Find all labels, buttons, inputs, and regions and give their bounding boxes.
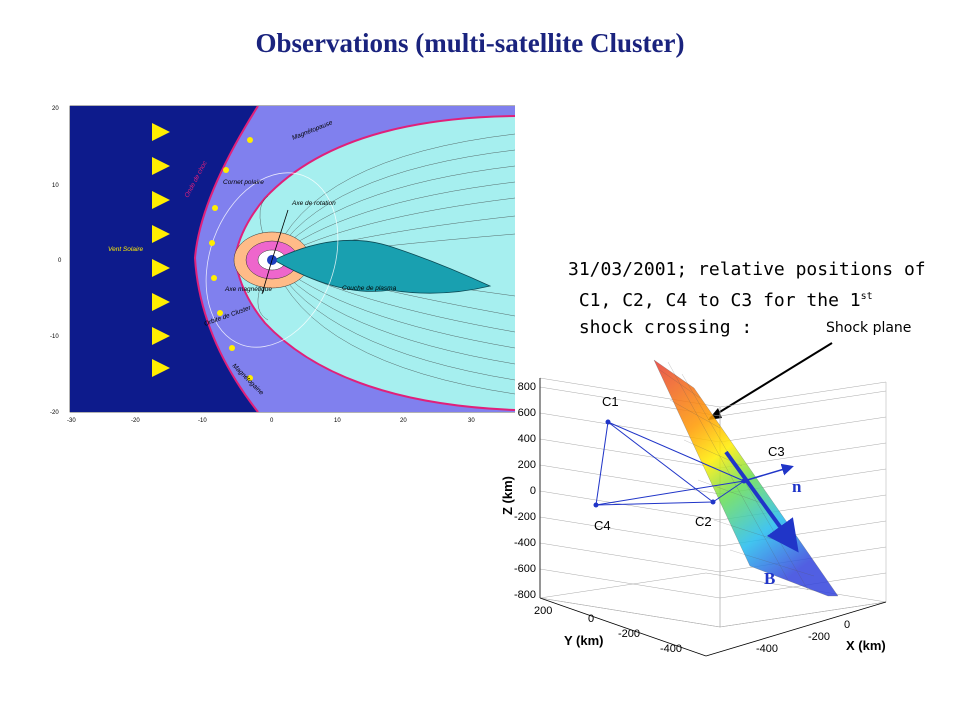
flow-arrow bbox=[229, 345, 235, 351]
x-tick: 20 bbox=[400, 418, 407, 424]
flow-arrow bbox=[212, 205, 218, 211]
label-vent-solaire: Vent Solaire bbox=[108, 246, 144, 253]
flow-arrow bbox=[247, 375, 253, 381]
z-tick: -800 bbox=[514, 589, 536, 601]
satellite-c4-marker bbox=[593, 502, 599, 508]
satellite-c2-marker bbox=[710, 499, 716, 505]
label-axe-magnetique: Axe magnétique bbox=[224, 286, 272, 293]
z-tick: 200 bbox=[518, 459, 536, 471]
y-tick: 0 bbox=[58, 258, 62, 264]
magnetic-field-vector-b bbox=[724, 450, 799, 553]
x-tick: 0 bbox=[270, 418, 274, 424]
x-tick: -20 bbox=[131, 418, 140, 424]
y-tick: 20 bbox=[52, 106, 59, 112]
satellite-c2-label: C2 bbox=[695, 514, 712, 529]
satellite-c1-label: C1 bbox=[602, 394, 619, 409]
y-tick: 200 bbox=[534, 605, 552, 617]
flow-arrow bbox=[247, 137, 253, 143]
satellite-positions-3d-plot: C1 C4 C2 C3 n B 800 600 400 200 0 -200 -… bbox=[500, 342, 887, 657]
magnetic-axis-line bbox=[261, 259, 273, 295]
x-tick: -200 bbox=[808, 631, 830, 643]
normal-vector-label: n bbox=[792, 477, 802, 496]
y-tick: -20 bbox=[50, 410, 59, 416]
x-tick: 10 bbox=[334, 418, 341, 424]
plasma-sheet-region bbox=[273, 239, 492, 294]
y-axis-label: Y (km) bbox=[564, 633, 604, 648]
label-cornet-polaire: Cornet polaire bbox=[223, 179, 264, 186]
flow-arrow bbox=[223, 167, 229, 173]
x-tick: -30 bbox=[67, 418, 76, 424]
magnetosphere-figure: Vent Solaire Onde de choc Cornet polaire… bbox=[50, 105, 515, 424]
y-tick: 10 bbox=[52, 183, 59, 189]
x-tick: -400 bbox=[756, 643, 778, 655]
z-tick: 800 bbox=[518, 381, 536, 393]
z-tick: 600 bbox=[518, 407, 536, 419]
bow-shock-line bbox=[193, 106, 259, 412]
flow-arrow bbox=[217, 310, 223, 316]
cluster-orbit bbox=[205, 172, 339, 348]
b-vector-label: B bbox=[764, 569, 775, 588]
shock-plane-pointer bbox=[709, 342, 833, 419]
y-tick: 0 bbox=[588, 613, 594, 625]
crossing-caption: 31/03/2001; relative positions of C1, C2… bbox=[568, 256, 926, 341]
y-tick: -200 bbox=[618, 628, 640, 640]
z-tick: -400 bbox=[514, 537, 536, 549]
label-couche-plasma: Couche de plasma bbox=[342, 285, 397, 292]
rotation-axis-line bbox=[271, 209, 289, 261]
z-tick: 0 bbox=[530, 485, 536, 497]
shock-plane-label: Shock plane bbox=[826, 320, 912, 336]
z-tick: -200 bbox=[514, 511, 536, 523]
satellite-c3-label: C3 bbox=[768, 444, 785, 459]
x-tick: 0 bbox=[844, 619, 850, 631]
caption-line-1: 31/03/2001; relative positions of bbox=[568, 259, 926, 280]
x-axis-label: X (km) bbox=[846, 638, 886, 653]
flow-arrow bbox=[209, 240, 215, 246]
z-tick: 400 bbox=[518, 433, 536, 445]
normal-vector-n bbox=[743, 463, 794, 482]
y-tick: -400 bbox=[660, 643, 682, 655]
z-tick: -600 bbox=[514, 563, 536, 575]
satellite-c1-marker bbox=[605, 419, 611, 425]
label-axe-rotation: Axe de rotation bbox=[291, 200, 336, 207]
caption-line-2: C1, C2, C4 to C3 for the 1st bbox=[578, 290, 873, 311]
x-tick: 30 bbox=[468, 418, 475, 424]
slide-title: Observations (multi-satellite Cluster) bbox=[255, 28, 685, 58]
z-axis-label: Z (km) bbox=[500, 476, 515, 515]
flow-arrow bbox=[211, 275, 217, 281]
x-tick: -10 bbox=[198, 418, 207, 424]
caption-line-3: shock crossing : bbox=[578, 317, 753, 338]
y-tick: -10 bbox=[50, 334, 59, 340]
satellite-c4-label: C4 bbox=[594, 518, 611, 533]
